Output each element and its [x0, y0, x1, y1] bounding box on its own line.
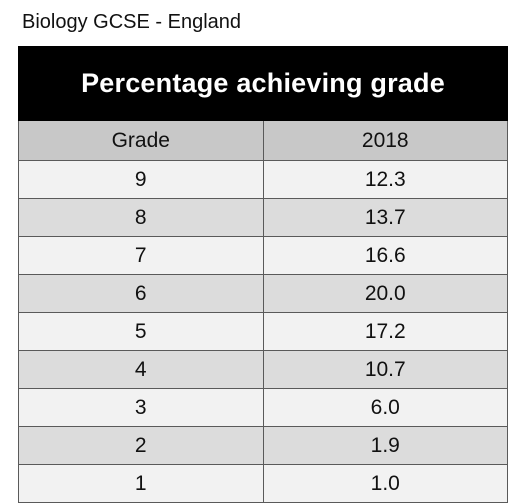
percentage-cell: 10.7: [262, 350, 508, 389]
percentage-cell: 1.9: [262, 426, 508, 465]
table-row: 9 12.3: [18, 160, 508, 199]
grade-cell: 7: [18, 236, 264, 275]
grade-cell: 4: [18, 350, 264, 389]
grade-cell: 5: [18, 312, 264, 351]
grade-cell: 6: [18, 274, 264, 313]
grade-percentage-table: Percentage achieving grade Grade 2018 9 …: [18, 46, 508, 503]
grade-cell: 8: [18, 198, 264, 237]
column-header-2018: 2018: [262, 120, 508, 161]
table-row: 4 10.7: [18, 350, 508, 389]
table-title-row: Percentage achieving grade: [18, 46, 508, 121]
percentage-cell: 20.0: [262, 274, 508, 313]
table-row: 5 17.2: [18, 312, 508, 351]
table-row: 2 1.9: [18, 426, 508, 465]
table-row: 7 16.6: [18, 236, 508, 275]
grade-cell: 9: [18, 160, 264, 199]
page-caption: Biology GCSE - England: [22, 11, 242, 33]
table-row: 1 1.0: [18, 464, 508, 503]
column-header-grade: Grade: [18, 120, 264, 161]
percentage-cell: 16.6: [262, 236, 508, 275]
percentage-cell: 6.0: [262, 388, 508, 427]
percentage-cell: 1.0: [262, 464, 508, 503]
grade-cell: 3: [18, 388, 264, 427]
table-row: 6 20.0: [18, 274, 508, 313]
grade-cell: 2: [18, 426, 264, 465]
table-header-row: Grade 2018: [18, 120, 508, 161]
grade-cell: 1: [18, 464, 264, 503]
percentage-cell: 13.7: [262, 198, 508, 237]
table-title: Percentage achieving grade: [18, 46, 508, 121]
percentage-cell: 17.2: [262, 312, 508, 351]
table-row: 3 6.0: [18, 388, 508, 427]
table-row: 8 13.7: [18, 198, 508, 237]
percentage-cell: 12.3: [262, 160, 508, 199]
